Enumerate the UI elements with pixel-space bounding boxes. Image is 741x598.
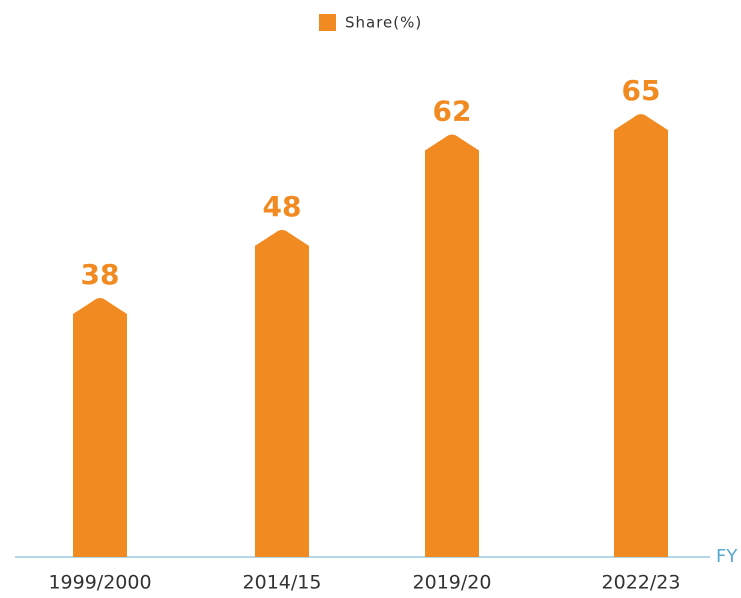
x-axis-label: FY — [716, 546, 738, 567]
value-label: 48 — [263, 190, 302, 223]
x-tick-label: 2019/20 — [413, 572, 492, 594]
bar — [425, 134, 479, 557]
legend-label: Share(%) — [345, 14, 422, 32]
legend-swatch — [319, 14, 336, 31]
x-tick-label: 1999/2000 — [48, 572, 151, 594]
value-label: 38 — [81, 258, 120, 291]
value-label: 62 — [433, 95, 472, 128]
value-label: 65 — [622, 74, 661, 107]
bar — [73, 298, 127, 557]
bar — [255, 229, 309, 557]
x-tick-label: 2022/23 — [602, 572, 681, 594]
bar — [614, 114, 668, 558]
x-tick-label: 2014/15 — [243, 572, 322, 594]
